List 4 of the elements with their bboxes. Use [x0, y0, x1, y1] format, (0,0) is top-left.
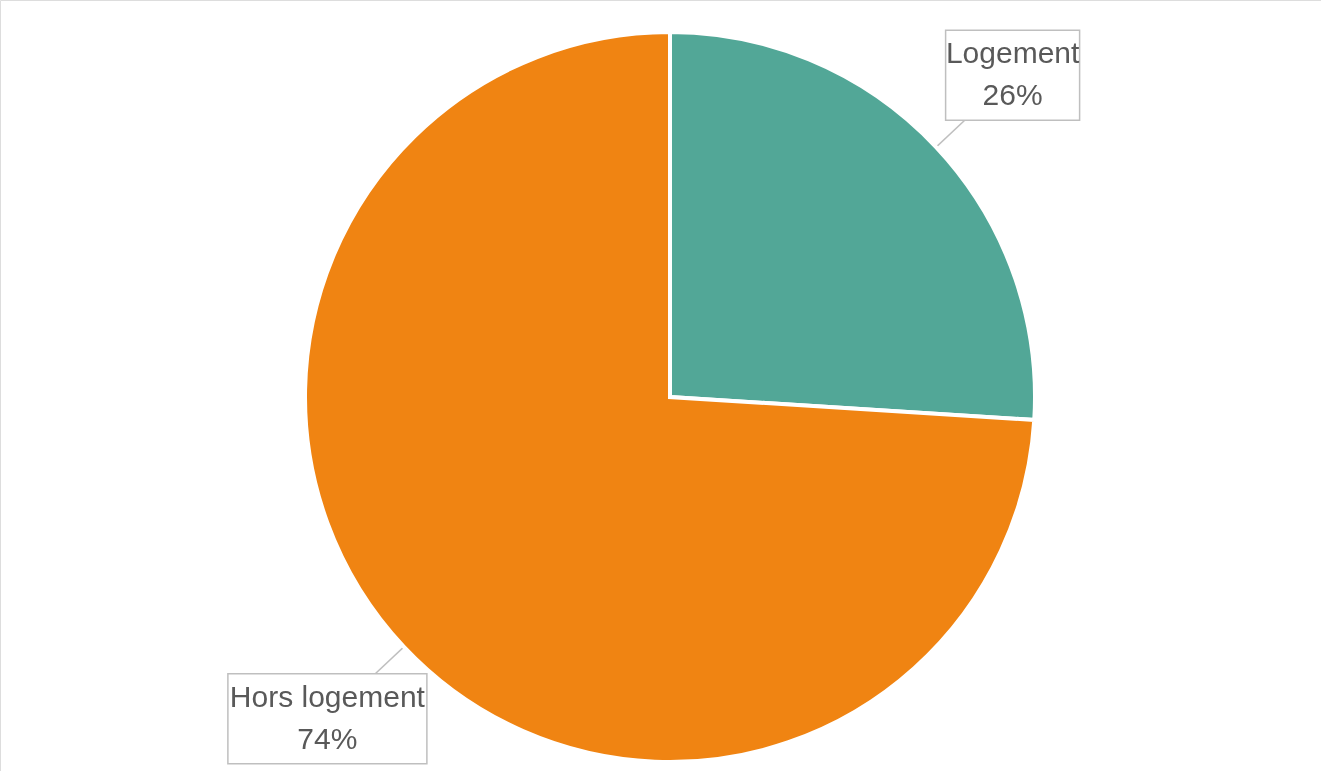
data-label: 26% — [982, 78, 1043, 112]
data-label: 74% — [297, 721, 358, 755]
slice-label: Logement — [945, 36, 1080, 70]
slice-label: Hors logement — [229, 679, 426, 713]
